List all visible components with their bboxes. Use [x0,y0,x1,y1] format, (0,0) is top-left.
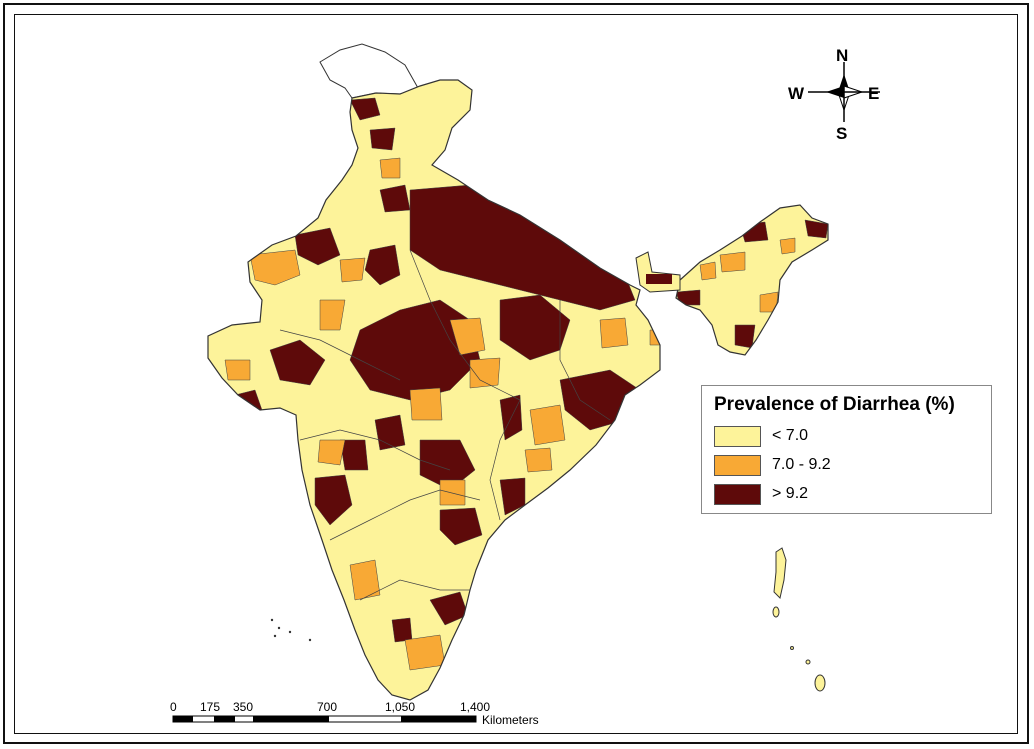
district-high [379,184,411,213]
district-mid [249,249,301,286]
andaman-nicobar-islands [772,547,826,692]
district-mid [529,404,566,446]
kashmir-region [319,43,419,99]
district-mid [699,261,717,281]
district-mid [317,439,346,466]
district-mid [524,447,553,473]
scale-tick-350: 350 [233,700,254,714]
legend-swatch-mid [714,455,761,476]
scale-tick-1400: 1,400 [460,700,491,714]
district-high [339,439,369,471]
india-mainland-outline [207,79,661,701]
district-high [269,339,326,386]
district-high [739,221,769,243]
district-mid [404,634,446,671]
legend-title: Prevalence of Diarrhea (%) [714,394,955,415]
district-high [364,244,401,286]
district-high [391,617,413,643]
district-mid [379,157,401,179]
northeast-outline [675,204,829,356]
outer-frame [3,3,1029,744]
district-mid [469,357,501,389]
legend-label-low: < 7.0 [772,427,809,444]
district-mid [409,387,443,421]
legend-swatch-high [714,484,761,505]
compass-south-label: S [836,124,848,143]
district-mid [449,317,486,356]
district-high [439,507,483,546]
district-mid [319,299,346,331]
lakshadweep-islands [270,618,312,642]
district-high [349,299,481,401]
compass-west-label: W [788,84,805,103]
scale-bar [172,715,477,723]
scale-tick-700: 700 [317,700,338,714]
district-mid [439,479,466,506]
district-mid [779,237,796,255]
district-high [369,127,396,151]
district-high [294,227,341,266]
compass-east-label: E [868,84,880,103]
district-mid [759,291,779,313]
district-high [676,289,701,306]
district-high [314,474,353,526]
compass-north-label: N [836,46,849,65]
state-boundaries [279,249,611,601]
scale-unit-label: Kilometers [482,713,539,727]
compass-rose-icon [808,62,880,122]
district-high [349,97,381,121]
district-mid [349,559,381,601]
legend-label-high: > 9.2 [772,485,809,502]
connector-high-district [646,274,672,284]
district-mid [599,317,629,349]
scale-tick-175: 175 [200,700,221,714]
sikkim-connector [635,251,681,293]
scale-tick-0: 0 [170,700,177,714]
legend-label-mid: 7.0 - 9.2 [772,456,831,473]
district-mid [339,257,366,283]
district-mid [719,251,746,273]
district-high [804,219,828,239]
legend-swatch-low [714,426,761,447]
district-mid [224,359,251,381]
legend-box: Prevalence of Diarrhea (%) < 7.0 7.0 - 9… [701,385,992,514]
scale-tick-1050: 1,050 [385,700,416,714]
inner-frame [14,14,1018,734]
